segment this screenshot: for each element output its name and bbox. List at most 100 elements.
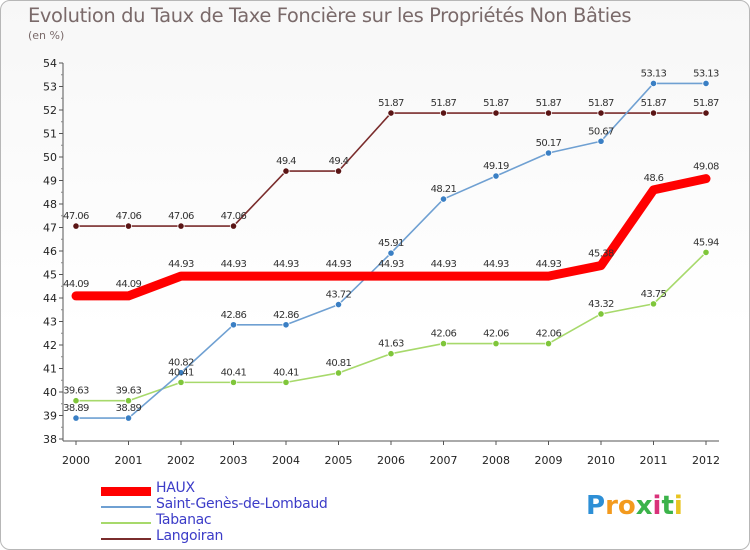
data-label-haux: 44.93 bbox=[378, 259, 404, 270]
data-label-saint-genes-de-lombaud: 49.19 bbox=[483, 161, 509, 172]
data-label-tabanac: 40.41 bbox=[221, 367, 247, 378]
y-tick-label: 40 bbox=[43, 386, 57, 399]
data-label-saint-genes-de-lombaud: 42.86 bbox=[221, 310, 247, 321]
data-label-saint-genes-de-lombaud: 38.89 bbox=[63, 403, 89, 414]
logo-letter: P bbox=[586, 491, 606, 521]
y-tick-label: 44 bbox=[43, 292, 57, 305]
data-label-langoiran: 51.87 bbox=[378, 98, 404, 109]
data-point-saint-genes-de-lombaud bbox=[544, 149, 553, 157]
data-point-langoiran bbox=[387, 109, 395, 117]
data-label-haux: 48.6 bbox=[644, 173, 664, 184]
data-label-haux: 44.93 bbox=[483, 259, 509, 270]
data-label-langoiran: 47.06 bbox=[168, 211, 194, 222]
series-line-haux bbox=[71, 174, 711, 301]
data-label-saint-genes-de-lombaud: 45.91 bbox=[378, 238, 404, 249]
data-point-saint-genes-de-lombaud bbox=[177, 369, 185, 377]
data-label-tabanac: 42.06 bbox=[483, 329, 509, 340]
x-tick-label: 2008 bbox=[482, 454, 510, 467]
data-point-saint-genes-de-lombaud bbox=[439, 195, 448, 203]
data-label-langoiran: 51.87 bbox=[483, 98, 509, 109]
data-label-tabanac: 41.63 bbox=[378, 339, 404, 350]
data-point-tabanac bbox=[492, 339, 500, 348]
data-label-tabanac: 40.41 bbox=[168, 367, 194, 378]
data-label-tabanac: 40.41 bbox=[273, 367, 299, 378]
legend-swatch bbox=[101, 506, 151, 508]
x-tick-label: 2011 bbox=[640, 454, 668, 467]
y-tick-label: 45 bbox=[43, 269, 57, 282]
data-label-saint-genes-de-lombaud: 40.82 bbox=[168, 358, 194, 369]
legend-label: HAUX bbox=[156, 480, 195, 496]
data-label-haux: 49.08 bbox=[693, 162, 719, 173]
data-label-langoiran: 49.4 bbox=[329, 156, 349, 167]
data-point-saint-genes-de-lombaud bbox=[124, 414, 133, 422]
data-point-saint-genes-de-lombaud bbox=[334, 300, 343, 309]
data-point-tabanac bbox=[229, 378, 238, 386]
data-label-haux: 44.93 bbox=[273, 259, 299, 270]
y-tick-label: 52 bbox=[43, 104, 57, 117]
data-point-langoiran bbox=[597, 109, 605, 117]
data-label-tabanac: 39.63 bbox=[116, 386, 142, 397]
y-tick-label: 38 bbox=[43, 433, 57, 446]
proxiti-logo: Proxiti bbox=[586, 491, 683, 521]
data-point-saint-genes-de-lombaud bbox=[492, 172, 500, 180]
data-label-tabanac: 42.06 bbox=[431, 329, 457, 340]
data-label-saint-genes-de-lombaud: 42.86 bbox=[273, 310, 299, 321]
data-label-haux: 44.09 bbox=[63, 279, 89, 290]
data-point-tabanac bbox=[597, 310, 605, 318]
chart-title: Evolution du Taux de Taxe Foncière sur l… bbox=[28, 4, 632, 27]
legend-label: Saint-Genès-de-Lombaud bbox=[156, 496, 328, 512]
y-tick-label: 43 bbox=[43, 316, 57, 329]
data-label-saint-genes-de-lombaud: 48.21 bbox=[431, 184, 457, 195]
data-point-langoiran bbox=[72, 222, 80, 230]
legend-swatch bbox=[101, 486, 151, 496]
x-tick-label: 2007 bbox=[430, 454, 458, 467]
data-point-tabanac bbox=[387, 350, 395, 358]
data-label-tabanac: 43.32 bbox=[588, 299, 614, 310]
x-tick-label: 2012 bbox=[692, 454, 720, 467]
logo-letter: i bbox=[673, 491, 683, 521]
data-label-saint-genes-de-lombaud: 53.13 bbox=[693, 68, 719, 79]
data-label-langoiran: 51.87 bbox=[693, 98, 719, 109]
x-tick-label: 2009 bbox=[535, 454, 563, 467]
logo-letter: o bbox=[617, 491, 636, 521]
data-label-langoiran: 51.87 bbox=[431, 98, 457, 109]
data-label-langoiran: 51.87 bbox=[588, 98, 614, 109]
x-tick-label: 2001 bbox=[115, 454, 143, 467]
x-tick-label: 2003 bbox=[220, 454, 248, 467]
logo-letter: x bbox=[635, 491, 653, 521]
data-label-haux: 45.38 bbox=[588, 249, 614, 260]
data-point-langoiran bbox=[334, 167, 343, 175]
data-point-langoiran bbox=[282, 167, 290, 175]
x-tick-label: 2006 bbox=[377, 454, 405, 467]
data-point-tabanac bbox=[544, 339, 553, 348]
data-label-tabanac: 39.63 bbox=[63, 386, 89, 397]
data-point-saint-genes-de-lombaud bbox=[229, 321, 238, 329]
data-label-langoiran: 47.06 bbox=[221, 211, 247, 222]
data-label-haux: 44.93 bbox=[326, 259, 352, 270]
data-point-tabanac bbox=[282, 378, 290, 386]
data-point-tabanac bbox=[702, 248, 710, 257]
y-tick-label: 48 bbox=[43, 198, 57, 211]
data-point-saint-genes-de-lombaud bbox=[702, 79, 710, 88]
legend-label: Langoiran bbox=[156, 528, 224, 544]
data-label-saint-genes-de-lombaud: 43.72 bbox=[326, 290, 352, 301]
legend-label: Tabanac bbox=[156, 512, 212, 528]
data-label-saint-genes-de-lombaud: 50.17 bbox=[536, 138, 562, 149]
data-point-tabanac bbox=[72, 397, 80, 405]
legend-swatch bbox=[101, 522, 151, 524]
y-tick-label: 49 bbox=[43, 175, 57, 188]
data-label-langoiran: 49.4 bbox=[276, 156, 296, 167]
data-point-tabanac bbox=[334, 369, 343, 377]
y-tick-label: 46 bbox=[43, 245, 57, 258]
data-point-tabanac bbox=[177, 378, 185, 386]
data-label-langoiran: 51.87 bbox=[641, 98, 667, 109]
data-label-tabanac: 45.94 bbox=[693, 237, 719, 248]
data-point-saint-genes-de-lombaud bbox=[72, 414, 80, 422]
data-label-haux: 44.93 bbox=[536, 259, 562, 270]
data-label-tabanac: 42.06 bbox=[536, 329, 562, 340]
data-label-langoiran: 47.06 bbox=[63, 211, 89, 222]
y-axis-unit-label: (en %) bbox=[28, 29, 65, 42]
data-point-langoiran bbox=[229, 222, 238, 230]
y-tick-label: 39 bbox=[43, 410, 57, 423]
